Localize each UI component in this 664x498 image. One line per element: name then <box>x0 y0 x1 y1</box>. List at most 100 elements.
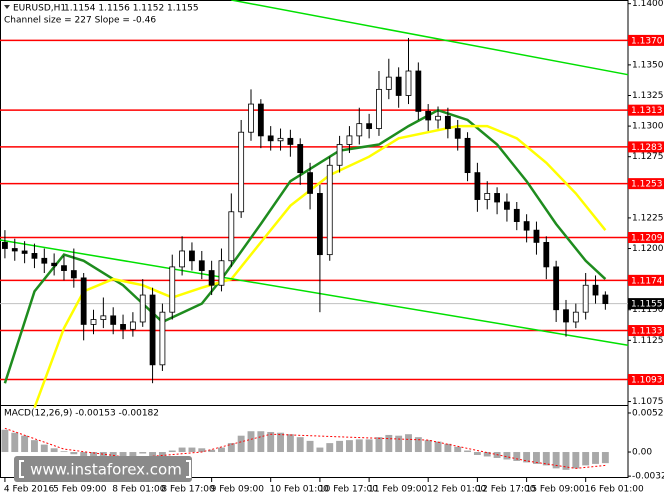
candle-body <box>346 135 353 145</box>
macd-bar <box>267 431 275 453</box>
level-label: 1.1093 <box>631 376 663 386</box>
last-price-label: 1.1155 <box>631 300 663 310</box>
candle-body <box>31 253 38 259</box>
macd-bar <box>385 434 393 453</box>
macd-bar <box>316 447 324 453</box>
macd-title: MACD(12,26,9) -0.00153 -0.00182 <box>4 409 159 419</box>
indicator-line <box>3 108 607 384</box>
macd-bar <box>60 451 68 453</box>
candle-body <box>139 294 146 323</box>
level-label-bg <box>628 141 664 153</box>
candle-body <box>484 193 491 200</box>
macd-bar <box>237 435 245 453</box>
candle-body <box>563 309 569 323</box>
candle-body <box>494 193 500 203</box>
y-tick-label: 1.1075 <box>632 397 664 407</box>
candle-body <box>602 294 609 305</box>
candle-body <box>336 144 343 166</box>
indicator-line <box>231 0 629 76</box>
candle-body <box>51 262 58 267</box>
candle-body <box>523 221 530 231</box>
candle-body <box>277 137 284 142</box>
x-tick-label: 12 Feb 01:00 <box>427 485 486 495</box>
candle-body <box>504 201 510 210</box>
macd-bar <box>158 452 166 457</box>
macd-bar <box>365 439 373 453</box>
macd-bar <box>454 446 462 453</box>
chart-title: EURUSD,H1 <box>13 4 66 14</box>
candle-body <box>110 315 117 325</box>
macd-bar <box>424 440 432 453</box>
candle-body <box>405 70 412 96</box>
macd-bar <box>464 450 471 453</box>
candle-body <box>385 76 392 90</box>
candle-body <box>257 103 264 137</box>
macd-bar <box>336 440 344 453</box>
candle-body <box>307 172 313 194</box>
macd-bar <box>375 437 383 453</box>
macd-bar <box>306 440 314 453</box>
candle-body <box>179 250 186 268</box>
candle-body <box>444 115 451 129</box>
candle-body <box>208 270 215 286</box>
level-label: 1.1283 <box>631 143 663 153</box>
candle-body <box>474 172 481 200</box>
level-label-bg <box>628 34 664 46</box>
macd-bar <box>178 447 186 453</box>
candle-body <box>572 311 579 323</box>
watermark-box <box>14 456 192 482</box>
candle-body <box>287 137 294 145</box>
macd-bar <box>99 452 107 460</box>
macd-bar <box>326 443 334 453</box>
candle-body <box>129 321 136 330</box>
macd-bar <box>168 450 176 453</box>
candle-body <box>90 319 97 325</box>
macd-bar <box>405 434 412 453</box>
macd-bar <box>345 440 353 453</box>
candle-body <box>543 241 550 268</box>
level-label: 1.1133 <box>631 327 663 337</box>
watermark-brackets <box>19 460 191 478</box>
candle-body <box>218 260 225 286</box>
macd-bar <box>296 437 304 453</box>
candle-body <box>366 123 373 129</box>
candle-body <box>267 135 274 142</box>
candle-body <box>169 266 176 313</box>
y-tick-label: 0.00526 <box>632 408 664 418</box>
candle-body <box>592 284 599 296</box>
macd-bar <box>21 435 29 453</box>
header-icon <box>4 5 10 9</box>
level-label-bg <box>628 178 664 190</box>
macd-bar <box>40 444 48 453</box>
macd-bar <box>552 452 560 469</box>
x-tick-label: 10 Feb 01:00 <box>270 485 329 495</box>
level-label: 1.1313 <box>631 106 663 116</box>
candle-body <box>513 208 520 222</box>
macd-bar <box>444 443 452 453</box>
macd-bar <box>503 452 511 460</box>
x-tick-label: 11 Feb 09:00 <box>368 485 427 495</box>
candle-body <box>376 88 382 129</box>
quote: 1.1154 1.1156 1.1152 1.1155 <box>64 4 199 14</box>
level-label: 1.1209 <box>631 234 663 244</box>
macd-bar <box>277 432 284 453</box>
candle-body <box>80 277 87 325</box>
candle-body <box>228 211 235 262</box>
candle-body <box>120 324 126 330</box>
indicator-line <box>0 239 629 346</box>
macd-bar <box>286 434 294 453</box>
y-tick-label: 1.1125 <box>632 336 664 346</box>
x-tick-label: 12 Feb 17:00 <box>476 485 535 495</box>
y-tick-label: 1.1400 <box>632 0 664 9</box>
macd-bar <box>119 452 127 458</box>
level-label-bg <box>628 274 664 286</box>
x-tick-label: 5 Feb 09:00 <box>53 485 107 495</box>
level-label-bg <box>628 232 664 244</box>
candle-body <box>464 137 471 174</box>
candle-body <box>326 164 333 256</box>
candle-body <box>149 294 156 366</box>
macd-bar <box>31 440 38 453</box>
candle-body <box>395 76 402 96</box>
macd-bar <box>562 452 570 470</box>
